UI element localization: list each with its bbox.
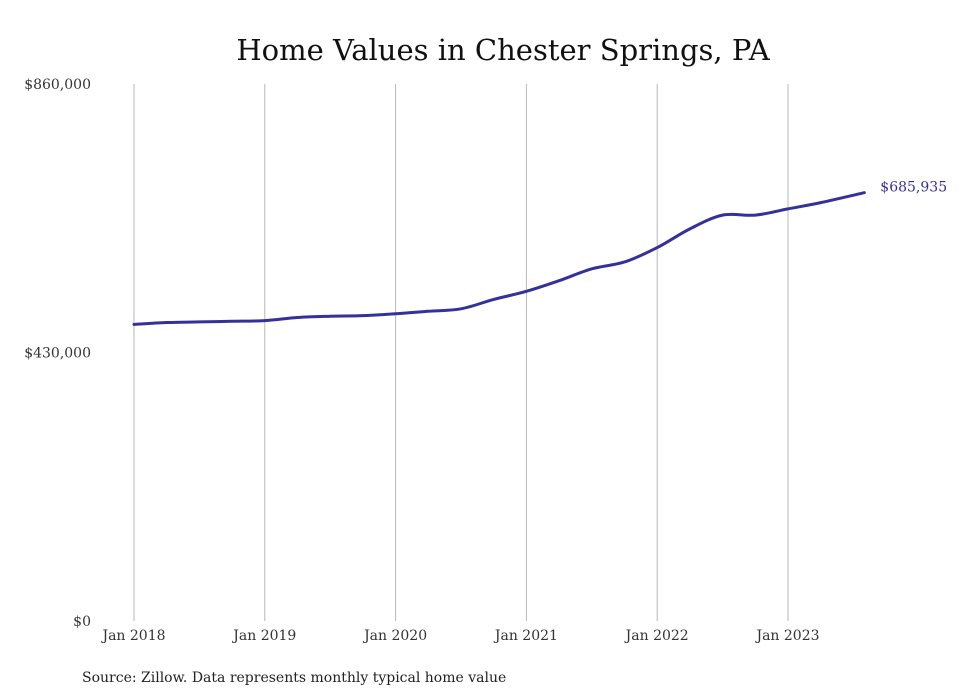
x-tick-label: Jan 2022 [624,628,689,644]
series-layer [132,191,866,326]
chart-title: Home Values in Chester Springs, PA [236,33,770,67]
x-tick-label: Jan 2021 [493,628,558,644]
x-axis: Jan 2018 Jan 2019 Jan 2020 Jan 2021 Jan 2022… [100,628,819,644]
x-tick-label: Jan 2020 [362,628,427,644]
y-tick-label: $430,000 [24,346,91,362]
y-axis: $0 $430,000 $860,000 [24,77,91,630]
y-tick-label: $0 [73,614,91,630]
x-tick-label: Jan 2019 [231,628,296,644]
x-tick-label: Jan 2018 [100,628,165,644]
source-note: Source: Zillow. Data represents monthly … [82,670,506,686]
x-tick-label: Jan 2023 [754,628,819,644]
y-tick-label: $860,000 [24,77,91,93]
series-line-0 [132,191,866,326]
end-value-label: $685,935 [880,180,947,196]
grid-layer [133,84,789,621]
